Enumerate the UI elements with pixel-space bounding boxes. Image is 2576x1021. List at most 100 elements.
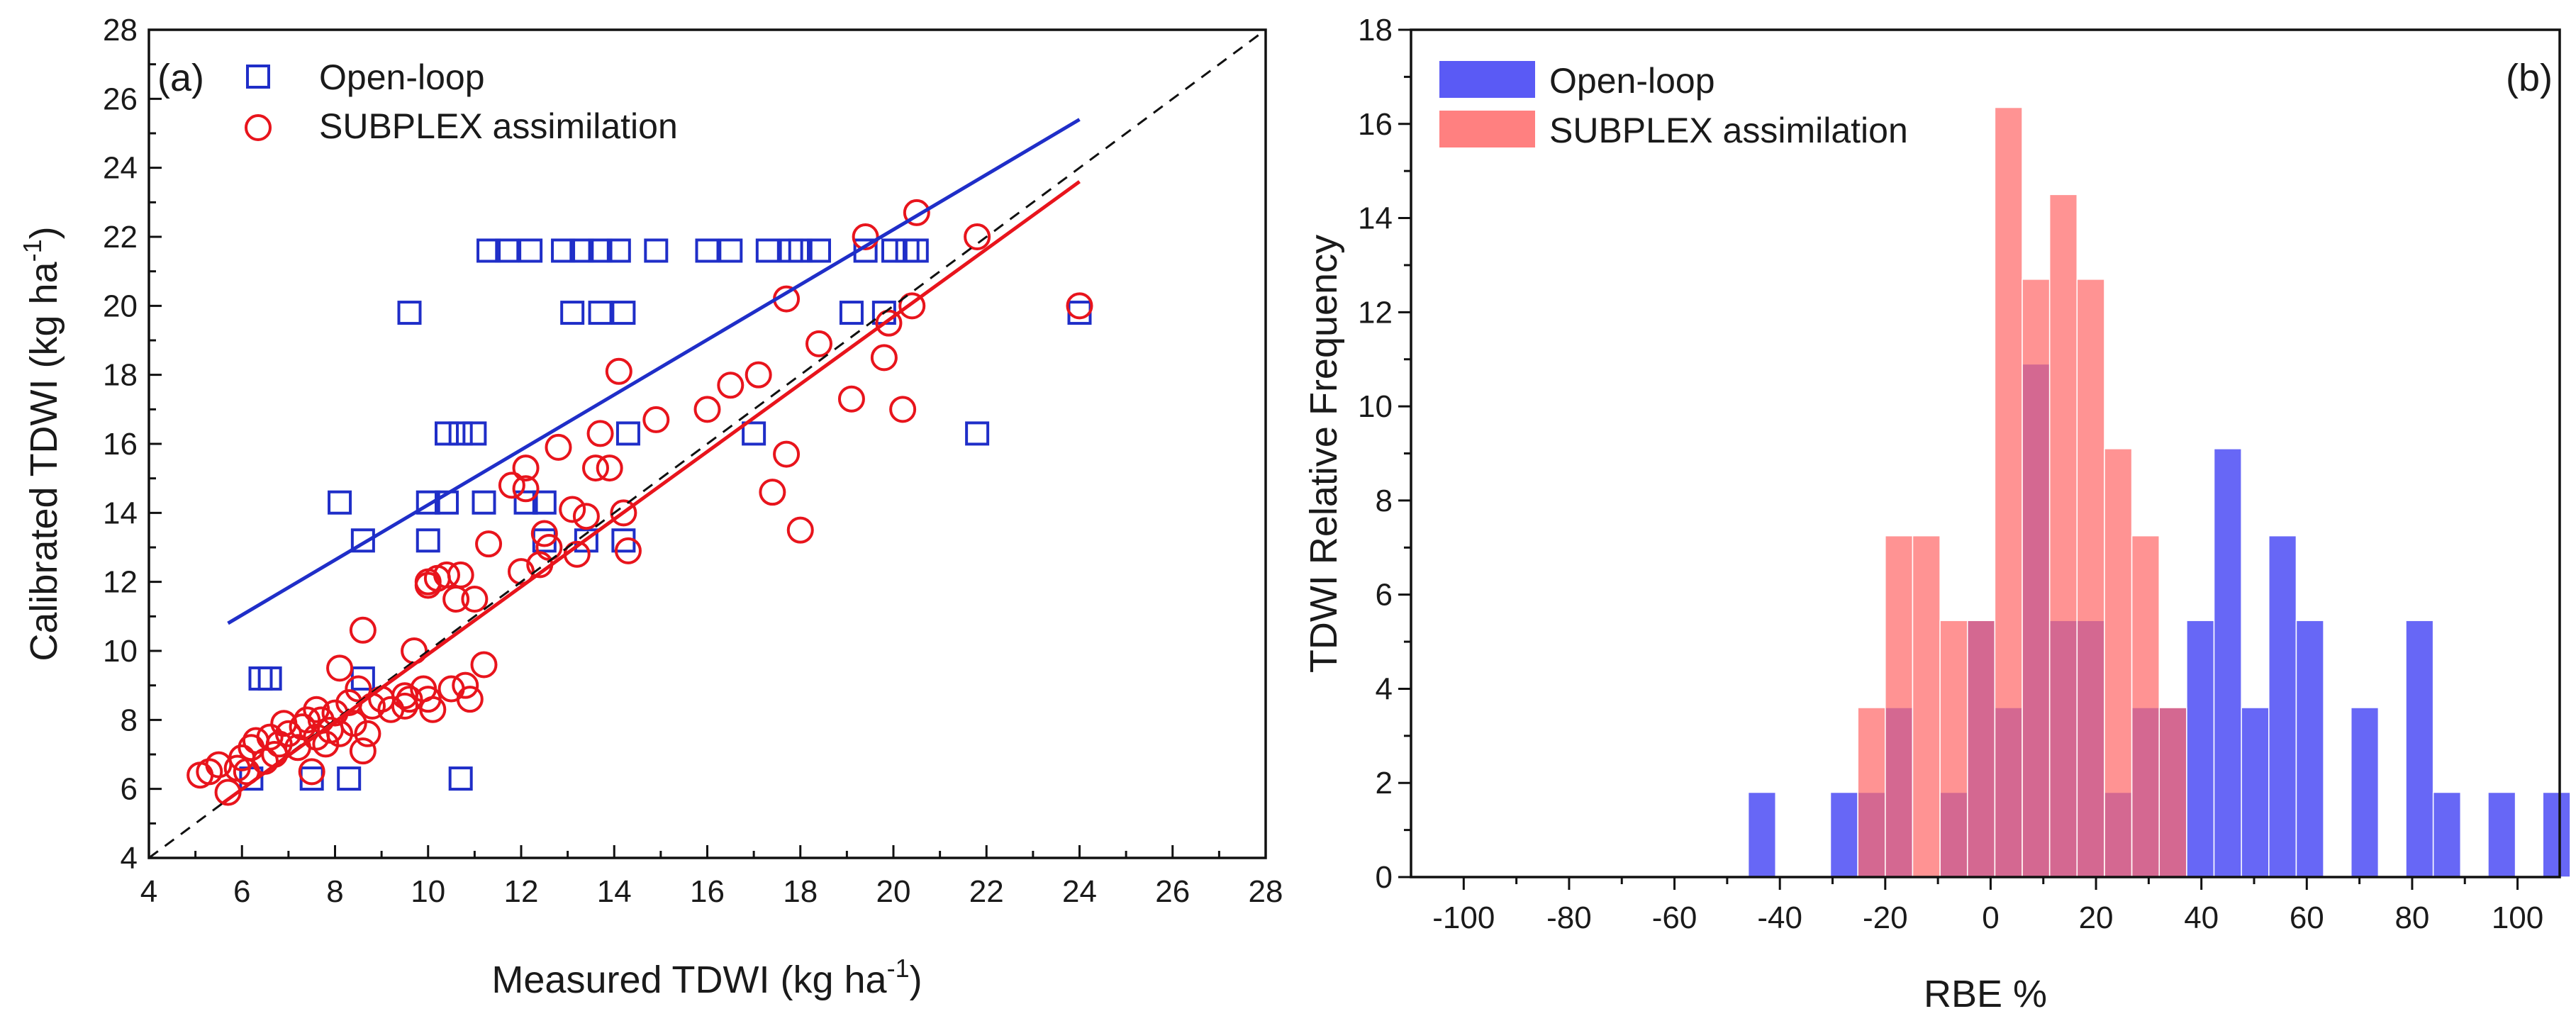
open-loop-point [611,301,636,325]
subplex-point [354,720,381,747]
panel-a-y-tick-label: 22 [103,220,138,255]
subplex-point [326,720,354,747]
open-loop-bar [2350,707,2380,878]
subplex-point [875,309,903,337]
subplex-bar [2076,279,2105,878]
panel-a-y-tick-label: 14 [103,496,138,530]
legend-open-loop-marker [246,65,270,89]
panel-a-x-tick-label: 12 [504,874,539,909]
legend-hist-subplex-label: SUBPLEX assimilation [1549,111,1908,150]
legend-hist-open-loop-label: Open-loop [1549,61,1715,101]
open-loop-point [615,421,640,446]
subplex-point [470,651,498,679]
subplex-point [642,406,670,433]
panel-a-y-tick-label: 18 [103,358,138,393]
panel-b-label: (b) [2506,57,2553,99]
panel-b-x-tick-label: 60 [2290,900,2324,935]
subplex-point [1066,292,1093,320]
panel-b-x-tick-label: 40 [2184,900,2219,935]
subplex-point [508,558,535,586]
panel-b-x-tick-label: 80 [2394,900,2429,935]
open-loop-point [299,766,324,791]
panel-a-y-axis-label: Calibrated TDWI (kg ha-1) [18,226,65,661]
open-loop-point [476,238,501,263]
open-loop-bar [2186,620,2215,878]
open-loop-point [416,490,440,515]
subplex-point [559,496,586,523]
open-loop-point [560,301,585,325]
subplex-point [433,561,460,588]
subplex-point [298,758,325,786]
panel-a-y-tick-label: 28 [103,13,138,48]
panel-b-x-tick-label: 100 [2492,900,2543,935]
open-loop-point [350,528,375,553]
legend-hist-subplex-swatch [1439,111,1535,147]
open-loop-point [518,238,543,263]
panel-b-y-tick-label: 10 [1358,389,1393,424]
open-loop-point [397,301,422,325]
panel-a-x-axis-label-text: Measured TDWI (kg ha [491,959,887,1001]
subplex-point [903,199,930,226]
subplex-point [498,472,525,499]
subplex-point [759,479,786,506]
panel-a-x-tick-label: 20 [876,874,911,909]
open-loop-point [532,490,557,515]
panel-a-y-tick-label: 12 [103,565,138,600]
legend-subplex-marker [245,114,272,141]
open-loop-point [755,238,780,263]
panel-a-y-tick-label: 6 [121,772,138,807]
subplex-point [256,723,284,751]
open-loop-bar [1747,791,1776,878]
open-loop-bar [2487,791,2516,878]
panel-a-x-tick-label: 6 [233,874,250,909]
subplex-bar [1994,106,2023,878]
panel-a-x-tick-label: 24 [1062,874,1097,909]
open-loop-point [574,528,598,553]
panel-a-x-tick-label: 18 [783,874,818,909]
subplex-point [461,586,489,613]
panel-a-y-tick-label: 26 [103,82,138,116]
open-loop-point [644,238,669,263]
subplex-point [786,516,814,544]
panel-a-y-tick-label: 24 [103,151,138,186]
subplex-point [572,503,600,530]
subplex-point [717,372,745,399]
panel-a-y-tick-label: 10 [103,634,138,669]
panel-a-x-axis-label: Measured TDWI (kg ha-1) [491,954,922,1001]
panel-a-y-axis-unit-superscript: -1 [18,239,47,262]
panel-a-x-tick-label: 28 [1249,874,1283,909]
open-loop-bar [2295,620,2324,878]
open-loop-point [416,528,440,553]
subplex-point [837,385,865,413]
subplex-point [693,396,721,423]
subplex-point [274,720,302,747]
subplex-point [605,357,632,385]
subplex-bar [1857,707,1886,878]
open-loop-point [257,666,282,691]
subplex-point [512,475,540,503]
open-loop-point [495,238,520,263]
open-loop-point [337,766,362,791]
panel-b-y-tick-label: 18 [1358,13,1393,48]
subplex-bar [2048,194,2078,878]
open-loop-point [569,238,594,263]
open-loop-bar [1829,791,1858,878]
subplex-point [898,292,926,320]
panel-a-y-tick-label: 16 [103,427,138,462]
panel-b-x-tick-label: 20 [2079,900,2114,935]
subplex-bar [2022,279,2051,878]
panel-b-histogram: -100 -80 -60 -40 -20 0 20 40 60 80 100 0 2 4 6 8 10 12 14… [1303,13,2571,1015]
subplex-point [610,499,637,527]
subplex-point [530,520,558,547]
subplex-bar [2104,448,2133,878]
panel-a-y-tick-label: 20 [103,289,138,323]
subplex-point [456,686,484,713]
open-loop-point [551,238,576,263]
subplex-bar [1966,620,1996,878]
open-loop-point [742,421,766,446]
open-loop-point [881,238,905,263]
panel-b-x-tick-label: -20 [1863,900,1908,935]
legend-hist-open-loop-swatch [1439,61,1535,98]
subplex-point [745,361,772,389]
